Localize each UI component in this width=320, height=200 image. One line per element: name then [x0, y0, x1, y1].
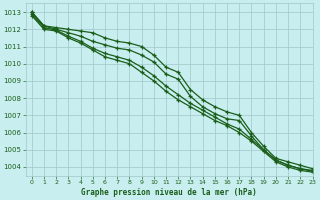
X-axis label: Graphe pression niveau de la mer (hPa): Graphe pression niveau de la mer (hPa): [81, 188, 257, 197]
